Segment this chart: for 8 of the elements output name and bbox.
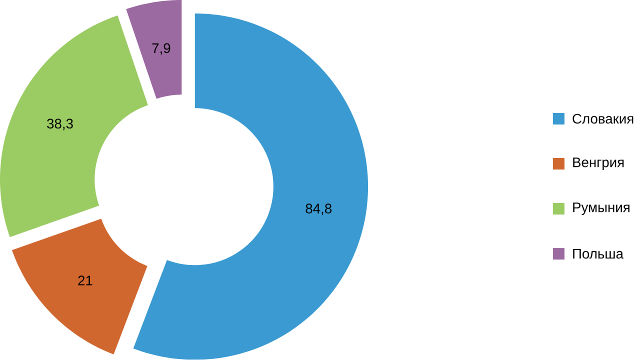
data-label: 7,9 (152, 43, 170, 55)
legend-label: Румыния (573, 202, 630, 216)
data-label: 84,8 (306, 204, 332, 216)
legend-label: Венгрия (573, 158, 624, 170)
legend-label: Словакия (572, 114, 634, 124)
data-label: 38,3 (47, 118, 73, 130)
legend-label: Польша (573, 249, 624, 259)
data-label: 21 (78, 276, 92, 286)
